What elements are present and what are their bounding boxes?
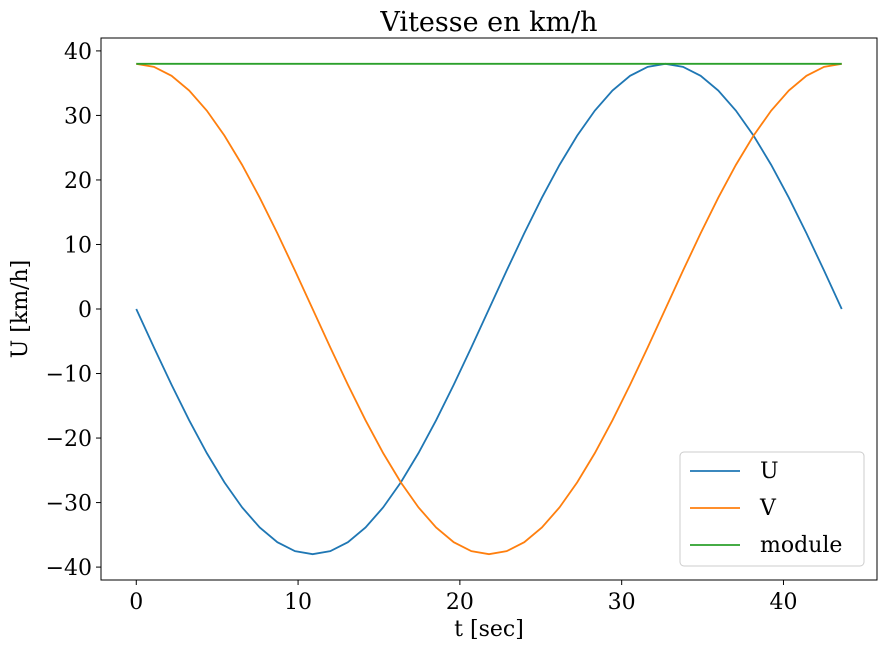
- x-tick-label: 40: [769, 590, 797, 615]
- x-tick-label: 20: [446, 590, 474, 615]
- chart-title: Vitesse en km/h: [379, 7, 597, 38]
- y-tick-label: 0: [78, 298, 92, 323]
- legend-box: [679, 451, 865, 567]
- y-tick-label: 10: [64, 233, 92, 258]
- y-tick-label: 20: [64, 169, 92, 194]
- legend-label: V: [759, 496, 777, 521]
- x-axis-label: t [sec]: [454, 617, 524, 642]
- y-tick-label: −30: [46, 492, 92, 517]
- x-tick-label: 30: [608, 590, 636, 615]
- y-tick-label: −10: [46, 363, 92, 388]
- y-tick-label: 40: [64, 40, 92, 65]
- x-tick-label: 10: [284, 590, 312, 615]
- y-tick-label: 30: [64, 104, 92, 129]
- legend-label: U: [760, 459, 779, 484]
- series-line-v: [136, 62, 842, 556]
- x-tick-label: 0: [129, 590, 143, 615]
- series-line-u: [135, 62, 843, 556]
- y-axis-label: U [km/h]: [8, 260, 33, 358]
- y-tick-label: −20: [46, 427, 92, 452]
- y-tick-label: −40: [46, 556, 92, 581]
- legend-label: module: [760, 533, 842, 558]
